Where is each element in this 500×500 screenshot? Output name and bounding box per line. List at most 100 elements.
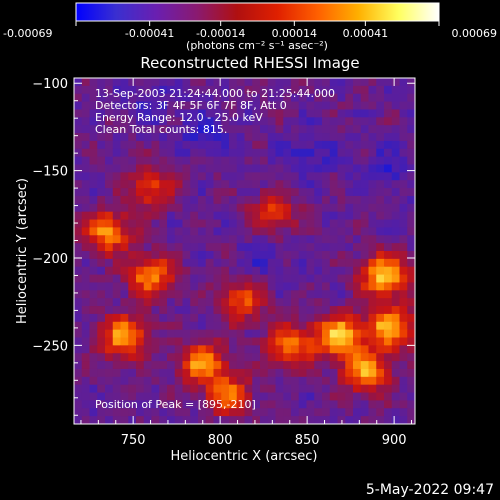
heatmap-cell — [143, 227, 153, 236]
heatmap-cell — [198, 345, 207, 354]
heatmap-cell — [229, 290, 238, 299]
heatmap-cell — [252, 101, 261, 111]
heatmap-cell — [283, 109, 292, 118]
heatmap-cell — [151, 313, 160, 323]
heatmap-cell — [399, 313, 408, 323]
heatmap-cell — [167, 416, 176, 424]
heatmap-cell — [205, 125, 215, 134]
heatmap-cell — [198, 282, 207, 291]
heatmap-cell — [291, 345, 300, 354]
heatmap-cell — [244, 140, 253, 150]
heatmap-cell — [407, 251, 415, 260]
heatmap-cell — [376, 353, 385, 362]
heatmap-cell — [353, 361, 362, 370]
heatmap-cell — [120, 243, 129, 252]
heatmap-cell — [190, 258, 199, 268]
heatmap-cell — [384, 298, 393, 307]
heatmap-cell — [291, 313, 300, 323]
heatmap-cell — [322, 329, 331, 339]
heatmap-cell — [105, 219, 114, 229]
heatmap-cell — [120, 361, 129, 370]
heatmap-cell — [306, 227, 315, 236]
heatmap-cell — [252, 195, 261, 205]
heatmap-cell — [81, 125, 91, 134]
heatmap-cell — [236, 188, 246, 197]
heatmap-cell — [213, 140, 222, 150]
heatmap-cell — [190, 85, 199, 95]
annotation-clean: Clean Total counts: 815. — [95, 123, 227, 136]
heatmap-cell — [112, 203, 122, 213]
heatmap-cell — [283, 235, 292, 244]
heatmap-cell — [322, 109, 331, 118]
heatmap-cell — [167, 321, 176, 331]
heatmap-cell — [112, 337, 122, 346]
heatmap-cell — [182, 180, 191, 189]
heatmap-cell — [260, 164, 269, 173]
heatmap-cell — [182, 298, 191, 307]
heatmap-cell — [89, 290, 98, 299]
heatmap-cell — [159, 93, 168, 103]
heatmap-cell — [120, 219, 129, 229]
heatmap-cell — [198, 274, 207, 284]
heatmap-cell — [306, 211, 315, 221]
heatmap-cell — [81, 353, 91, 362]
heatmap-cell — [151, 78, 160, 87]
heatmap-cell — [174, 125, 184, 134]
heatmap-cell — [329, 227, 339, 236]
heatmap-cell — [275, 258, 284, 268]
heatmap-cell — [260, 290, 269, 299]
heatmap-cell — [353, 164, 362, 173]
heatmap-cell — [221, 133, 230, 142]
heatmap-cell — [151, 195, 160, 205]
heatmap-cell — [283, 384, 292, 394]
heatmap-cell — [221, 164, 230, 173]
heatmap-cell — [213, 164, 222, 173]
heatmap-cell — [81, 258, 91, 268]
heatmap-cell — [360, 321, 370, 331]
heatmap-cell — [360, 195, 370, 205]
heatmap-cell — [136, 188, 145, 197]
heatmap-cell — [314, 345, 323, 354]
heatmap-cell — [97, 321, 106, 331]
heatmap-cell — [229, 306, 238, 315]
heatmap-cell — [182, 188, 191, 197]
heatmap-cell — [399, 392, 408, 402]
heatmap-cell — [391, 219, 401, 229]
heatmap-cell — [151, 93, 160, 103]
heatmap-cell — [89, 203, 98, 213]
heatmap-cell — [291, 243, 300, 252]
heatmap-cell — [105, 180, 114, 189]
heatmap-cell — [267, 306, 277, 315]
heatmap-cell — [407, 235, 415, 244]
heatmap-cell — [213, 392, 222, 402]
heatmap-cell — [337, 180, 346, 189]
heatmap-cell — [128, 290, 137, 299]
heatmap-cell — [384, 266, 393, 276]
heatmap-cell — [174, 274, 184, 284]
heatmap-cell — [244, 227, 253, 236]
heatmap-cell — [81, 274, 91, 284]
heatmap-cell — [97, 392, 106, 402]
heatmap-cell — [159, 133, 168, 142]
heatmap-cell — [143, 164, 153, 173]
heatmap-cell — [213, 195, 222, 205]
heatmap-cell — [283, 203, 292, 213]
heatmap-cell — [167, 85, 176, 95]
heatmap-cell — [221, 125, 230, 134]
heatmap-cell — [167, 101, 176, 111]
heatmap-cell — [314, 117, 323, 126]
heatmap-cell — [89, 148, 98, 158]
heatmap-cell — [151, 211, 160, 221]
heatmap-cell — [322, 172, 331, 181]
heatmap-cell — [229, 274, 238, 284]
heatmap-cell — [221, 376, 230, 386]
heatmap-cell — [105, 211, 114, 221]
heatmap-cell — [260, 251, 269, 260]
heatmap-cell — [120, 251, 129, 260]
heatmap-cell — [151, 282, 160, 291]
heatmap-cell — [306, 298, 315, 307]
heatmap-cell — [112, 400, 122, 409]
heatmap-cell — [322, 85, 331, 95]
heatmap-cell — [151, 384, 160, 394]
heatmap-cell — [167, 282, 176, 291]
